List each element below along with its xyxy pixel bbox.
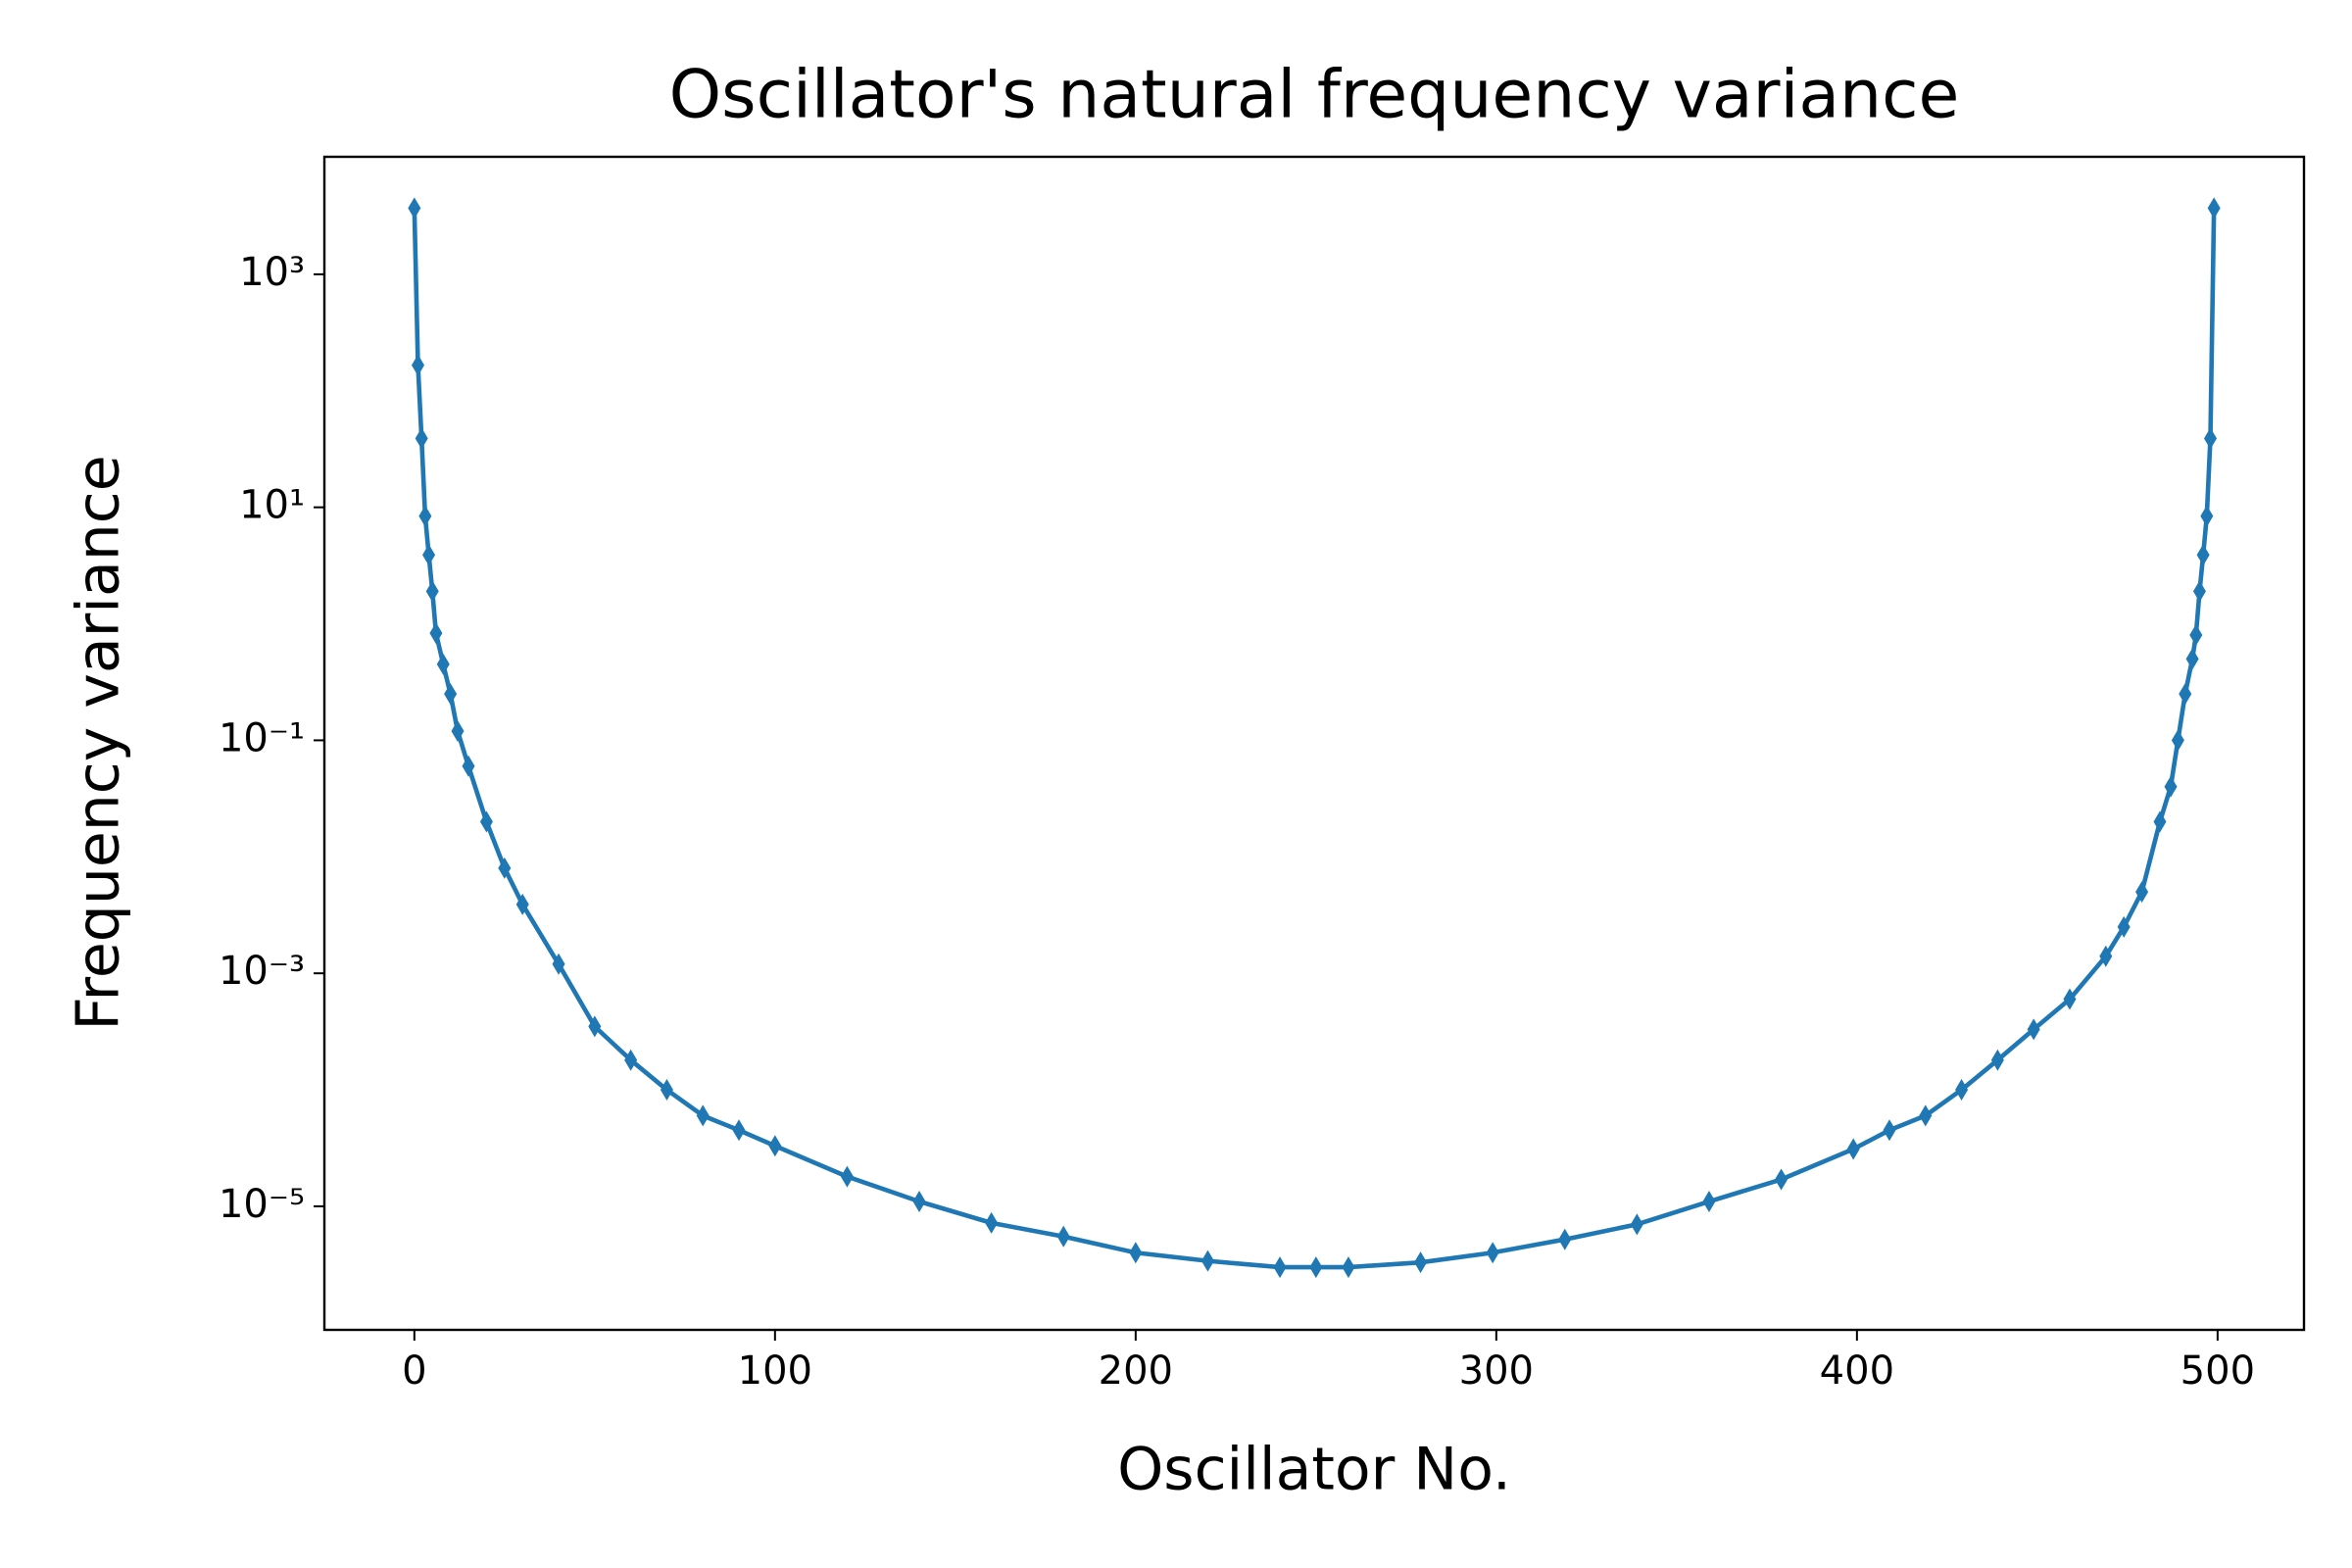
y-tick-label: 10⁻¹ bbox=[219, 715, 305, 760]
marker bbox=[696, 1104, 710, 1127]
x-axis-label: Oscillator No. bbox=[1117, 1436, 1511, 1504]
marker bbox=[1309, 1256, 1323, 1279]
marker bbox=[2200, 505, 2214, 527]
marker bbox=[1273, 1256, 1287, 1279]
marker bbox=[2204, 427, 2218, 450]
marker bbox=[624, 1049, 638, 1071]
x-tick-label: 200 bbox=[1099, 1348, 1173, 1394]
marker bbox=[1200, 1250, 1214, 1272]
marker bbox=[588, 1015, 602, 1038]
y-tick-label: 10⁻³ bbox=[219, 949, 305, 994]
y-tick-label: 10¹ bbox=[239, 483, 305, 528]
x-tick-label: 300 bbox=[1459, 1348, 1534, 1394]
x-tick-label: 500 bbox=[2180, 1348, 2255, 1394]
marker bbox=[1846, 1138, 1860, 1160]
marker bbox=[2135, 881, 2149, 904]
marker bbox=[479, 810, 493, 833]
marker bbox=[462, 755, 475, 777]
marker bbox=[552, 953, 565, 975]
marker bbox=[1056, 1225, 1070, 1248]
marker bbox=[2117, 915, 2131, 938]
marker bbox=[2207, 197, 2221, 220]
marker bbox=[1486, 1242, 1499, 1264]
marker bbox=[2153, 810, 2167, 833]
chart-title: Oscillator's natural frequency variance bbox=[669, 57, 1960, 134]
marker bbox=[2063, 988, 2077, 1010]
marker bbox=[1990, 1049, 2004, 1071]
marker bbox=[2099, 945, 2113, 967]
plot-frame bbox=[322, 155, 2306, 1332]
marker bbox=[1630, 1213, 1643, 1236]
marker bbox=[436, 653, 450, 675]
y-tick-label: 10³ bbox=[239, 250, 305, 295]
marker bbox=[444, 683, 458, 706]
x-tick-label: 0 bbox=[402, 1348, 426, 1394]
marker bbox=[2027, 1018, 2040, 1041]
x-tick-label: 400 bbox=[1820, 1348, 1894, 1394]
marker bbox=[1883, 1119, 1896, 1142]
marker bbox=[2164, 775, 2178, 798]
marker bbox=[2189, 624, 2203, 647]
marker bbox=[840, 1165, 854, 1188]
marker bbox=[1342, 1256, 1355, 1279]
x-tick-label: 100 bbox=[738, 1348, 812, 1394]
marker bbox=[422, 544, 436, 566]
marker bbox=[660, 1079, 673, 1102]
marker bbox=[498, 857, 512, 879]
marker bbox=[2171, 729, 2184, 752]
marker bbox=[411, 354, 424, 376]
marker bbox=[429, 622, 443, 645]
series-line bbox=[412, 208, 2217, 1270]
y-axis-label: Frequency variance bbox=[65, 455, 133, 1030]
marker bbox=[425, 580, 439, 603]
marker bbox=[515, 893, 529, 915]
marker bbox=[912, 1191, 926, 1213]
marker bbox=[2179, 683, 2192, 706]
marker bbox=[1775, 1168, 1788, 1191]
marker bbox=[1558, 1228, 1572, 1250]
marker bbox=[1414, 1251, 1428, 1274]
marker bbox=[2196, 544, 2210, 566]
marker bbox=[418, 505, 432, 527]
marker bbox=[451, 720, 465, 743]
marker bbox=[1919, 1104, 1933, 1127]
marker bbox=[985, 1211, 999, 1234]
marker bbox=[2192, 580, 2206, 603]
marker bbox=[408, 197, 421, 220]
marker bbox=[732, 1119, 746, 1142]
marker bbox=[768, 1135, 782, 1157]
marker bbox=[415, 427, 428, 450]
marker bbox=[1955, 1079, 1969, 1102]
y-tick-label: 10⁻⁵ bbox=[219, 1182, 305, 1227]
marker bbox=[2185, 648, 2199, 670]
marker bbox=[1702, 1191, 1716, 1213]
marker bbox=[1129, 1242, 1143, 1264]
